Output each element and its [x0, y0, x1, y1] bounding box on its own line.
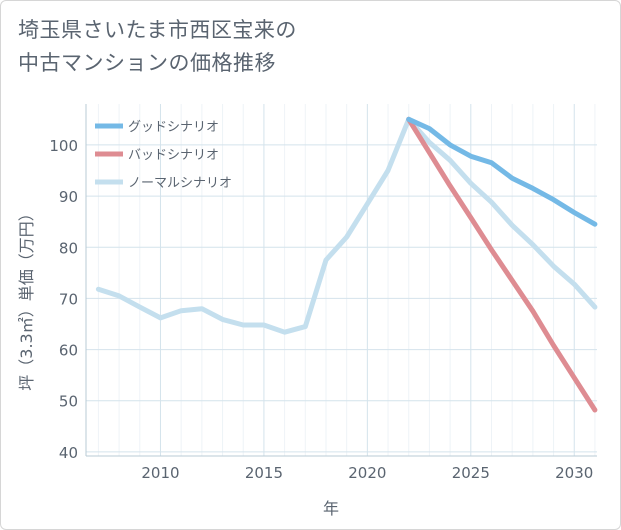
- x-tick-label: 2010: [141, 464, 179, 482]
- chart-title: 埼玉県さいたま市西区宝来の 中古マンションの価格推移: [18, 14, 297, 80]
- series-lines: [95, 116, 598, 413]
- y-tick-label: 50: [59, 393, 78, 411]
- series-line-bad: [406, 116, 598, 413]
- tick-labels: 2010 2015 2020 2025 2030 40 50 60 70 80 90 100: [49, 137, 593, 482]
- legend-label: バッドシナリオ: [128, 148, 219, 163]
- legend-label: ノーマルシナリオ: [128, 176, 232, 191]
- y-tick-label: 80: [59, 239, 78, 257]
- y-tick-label: 100: [49, 137, 78, 155]
- x-tick-label: 2030: [555, 464, 593, 482]
- series-line-good: [406, 116, 598, 227]
- x-tick-label: 2025: [452, 464, 490, 482]
- x-tick-label: 2020: [348, 464, 386, 482]
- chart-title-line2: 中古マンションの価格推移: [18, 51, 276, 75]
- x-tick-label: 2015: [245, 464, 283, 482]
- y-tick-label: 90: [59, 188, 78, 206]
- x-axis-label: 年: [323, 499, 339, 518]
- axes: [85, 104, 597, 457]
- series-line-normal: [95, 116, 598, 335]
- y-axis-label: 坪（3.3㎡）単価（万円）: [17, 205, 36, 390]
- legend-label: グッドシナリオ: [128, 120, 219, 135]
- y-tick-label: 60: [59, 342, 78, 360]
- chart-title-line1: 埼玉県さいたま市西区宝来の: [18, 18, 297, 42]
- y-tick-label: 40: [59, 444, 78, 462]
- y-tick-label: 70: [59, 290, 78, 308]
